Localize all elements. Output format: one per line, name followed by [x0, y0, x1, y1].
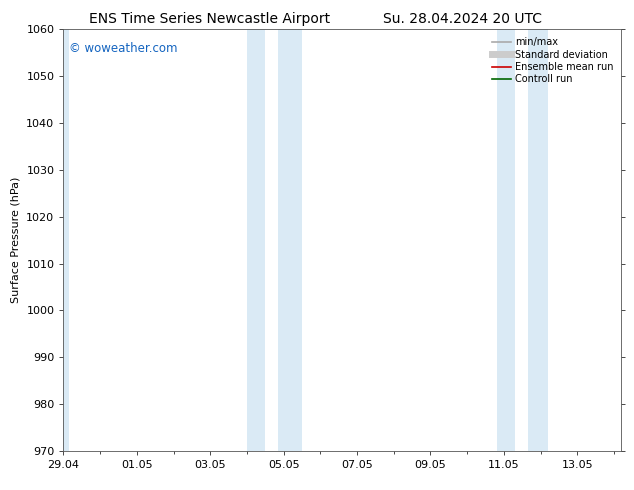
Text: Su. 28.04.2024 20 UTC: Su. 28.04.2024 20 UTC — [384, 12, 542, 26]
Text: © woweather.com: © woweather.com — [69, 42, 178, 55]
Bar — [63, 29, 69, 451]
Bar — [278, 29, 302, 451]
Legend: min/max, Standard deviation, Ensemble mean run, Controll run: min/max, Standard deviation, Ensemble me… — [489, 34, 616, 87]
Bar — [247, 29, 265, 451]
Y-axis label: Surface Pressure (hPa): Surface Pressure (hPa) — [11, 177, 21, 303]
Bar — [527, 29, 548, 451]
Bar — [496, 29, 515, 451]
Text: ENS Time Series Newcastle Airport: ENS Time Series Newcastle Airport — [89, 12, 330, 26]
